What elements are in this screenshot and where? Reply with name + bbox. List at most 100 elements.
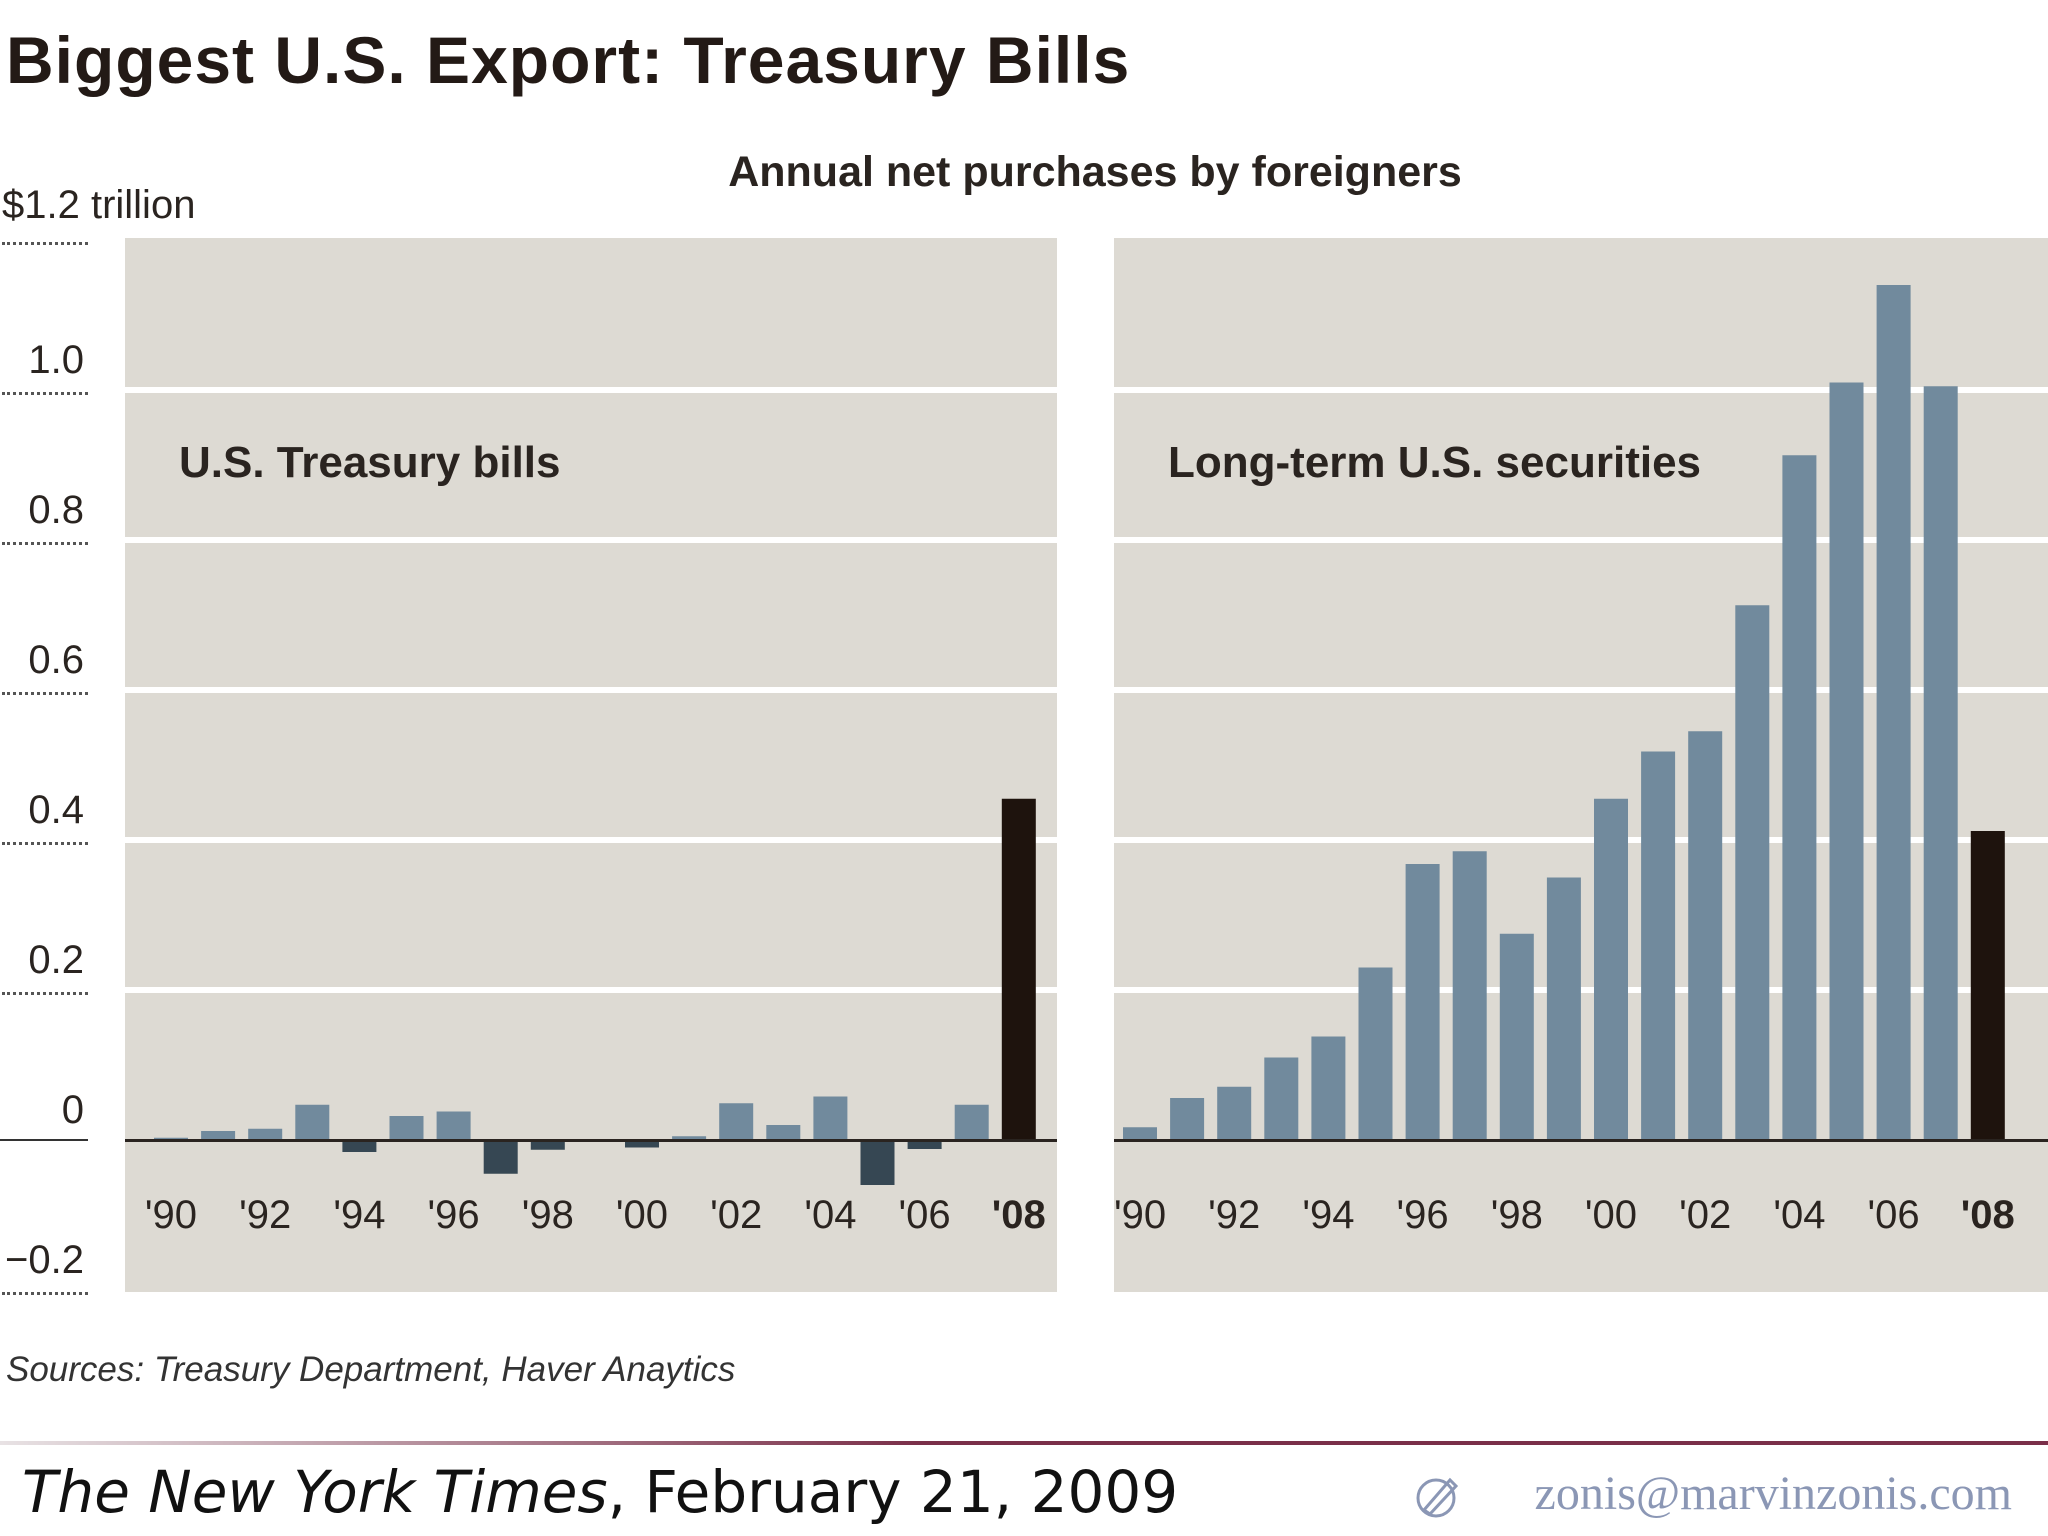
bar-1998 bbox=[530, 1140, 565, 1150]
y-axis-unit-label: $1.2 trillion bbox=[2, 183, 196, 227]
bar-1993 bbox=[1264, 1057, 1299, 1140]
bar-1999 bbox=[1546, 877, 1581, 1140]
gridline bbox=[125, 537, 1057, 543]
bar-2005 bbox=[1829, 382, 1864, 1140]
x-tick-label: '90 bbox=[1114, 1193, 1166, 1237]
y-tick-marker bbox=[2, 242, 88, 245]
bar-2005 bbox=[860, 1140, 895, 1185]
gridline bbox=[125, 687, 1057, 693]
x-tick-label: '96 bbox=[428, 1193, 480, 1237]
bar-1995 bbox=[389, 1116, 424, 1140]
bar-2001 bbox=[1641, 751, 1676, 1140]
bar-2004 bbox=[813, 1096, 848, 1140]
chart-subtitle: Annual net purchases by foreigners bbox=[728, 148, 1462, 196]
x-tick-label: '04 bbox=[1773, 1193, 1825, 1237]
bar-2006 bbox=[1876, 285, 1911, 1140]
y-tick-marker bbox=[2, 1292, 88, 1295]
bar-2008 bbox=[1001, 798, 1036, 1140]
y-tick-label: 0.8 bbox=[28, 488, 84, 532]
bar-1994 bbox=[1311, 1036, 1346, 1140]
bar-2000 bbox=[625, 1140, 659, 1148]
y-tick-marker bbox=[2, 392, 88, 395]
bar-1996 bbox=[436, 1111, 471, 1140]
gridline bbox=[1114, 837, 2048, 843]
y-tick-marker bbox=[2, 692, 88, 695]
x-tick-label: '92 bbox=[239, 1193, 291, 1237]
x-tick-label: '04 bbox=[804, 1193, 856, 1237]
gridline bbox=[1114, 687, 2048, 693]
bar-2002 bbox=[719, 1103, 754, 1140]
email-link[interactable]: zonis@marvinzonis.com bbox=[1534, 1467, 2012, 1520]
gridline bbox=[125, 837, 1057, 843]
panel-label-long-term-securities: Long-term U.S. securities bbox=[1168, 438, 1702, 487]
panel-treasury-bills: '90 '92 '94 '96 '98 '00 '02 '04 '06 '08 U.S. Trea… bbox=[125, 238, 1057, 1292]
gridline bbox=[1114, 987, 2048, 993]
bar-2002 bbox=[1688, 731, 1723, 1140]
panel-long-term-securities: '90 '92 '94 '96 '98 '00 '02 '04 '06 '08 Long-term… bbox=[1114, 238, 2048, 1292]
bar-1997 bbox=[483, 1140, 518, 1174]
bar-2008 bbox=[1970, 831, 2005, 1140]
bar-2006 bbox=[907, 1140, 942, 1149]
bar-1990 bbox=[154, 1137, 188, 1140]
x-tick-label: '00 bbox=[1585, 1193, 1637, 1237]
bar-2000 bbox=[1594, 798, 1628, 1140]
x-tick-label: '08 bbox=[1961, 1193, 2015, 1237]
x-tick-label: '94 bbox=[333, 1193, 385, 1237]
bar-2001 bbox=[672, 1136, 707, 1140]
x-tick-label: '94 bbox=[1302, 1193, 1354, 1237]
x-tick-label: '06 bbox=[1868, 1193, 1920, 1237]
treasury-bills-plot: '90 '92 '94 '96 '98 '00 '02 '04 '06 '08 bbox=[125, 387, 1057, 1237]
y-tick-label: 0.6 bbox=[28, 638, 84, 682]
bar-2004 bbox=[1782, 455, 1817, 1140]
gridline bbox=[125, 387, 1057, 393]
long-term-securities-plot: '90 '92 '94 '96 '98 '00 '02 '04 '06 '08 bbox=[1114, 285, 2048, 1237]
footer-rule bbox=[0, 1441, 2048, 1445]
credit-line: The New York Times, February 21, 2009 bbox=[22, 1458, 1178, 1526]
gridline bbox=[1114, 387, 2048, 393]
y-tick-label: 1.0 bbox=[28, 338, 84, 382]
x-tick-label: '90 bbox=[145, 1193, 197, 1237]
pen-icon bbox=[1416, 1477, 1459, 1518]
publication-date: , February 21, 2009 bbox=[607, 1458, 1179, 1526]
sources-note: Sources: Treasury Department, Haver Anay… bbox=[6, 1350, 736, 1389]
bar-1992 bbox=[1217, 1086, 1252, 1140]
x-tick-label: '08 bbox=[992, 1193, 1046, 1237]
bar-2007 bbox=[1923, 386, 1958, 1140]
y-tick-marker bbox=[2, 542, 88, 545]
bar-1994 bbox=[342, 1140, 377, 1152]
zero-baseline bbox=[1114, 1139, 2048, 1142]
x-tick-label: '02 bbox=[1679, 1193, 1731, 1237]
panel-label-treasury-bills: U.S. Treasury bills bbox=[179, 438, 561, 487]
publication-name: The New York Times bbox=[22, 1458, 608, 1526]
y-tick-marker bbox=[2, 992, 88, 995]
x-tick-label: '06 bbox=[899, 1193, 951, 1237]
bar-2003 bbox=[766, 1125, 801, 1140]
y-tick-label: −0.2 bbox=[5, 1238, 84, 1282]
x-tick-label: '98 bbox=[1491, 1193, 1543, 1237]
bar-1996 bbox=[1405, 864, 1440, 1140]
bar-1991 bbox=[1170, 1098, 1205, 1140]
y-tick-label: 0 bbox=[61, 1088, 84, 1132]
chart-title: Biggest U.S. Export: Treasury Bills bbox=[6, 23, 1131, 97]
x-tick-label: '02 bbox=[710, 1193, 762, 1237]
bar-2003 bbox=[1735, 605, 1770, 1140]
bar-2007 bbox=[954, 1104, 989, 1140]
x-tick-label: '00 bbox=[616, 1193, 668, 1237]
x-tick-label: '96 bbox=[1397, 1193, 1449, 1237]
bar-1991 bbox=[201, 1131, 236, 1140]
zero-baseline bbox=[125, 1139, 1057, 1142]
gridline bbox=[125, 987, 1057, 993]
bar-1992 bbox=[248, 1128, 283, 1140]
bar-1993 bbox=[295, 1104, 330, 1140]
bar-1995 bbox=[1358, 967, 1393, 1140]
bar-1990 bbox=[1123, 1127, 1157, 1140]
y-tick-label: 0.2 bbox=[28, 938, 84, 982]
bar-1998 bbox=[1499, 933, 1534, 1140]
bar-1997 bbox=[1452, 851, 1487, 1140]
x-tick-label: '92 bbox=[1208, 1193, 1260, 1237]
gridline bbox=[1114, 537, 2048, 543]
y-tick-label: 0.4 bbox=[28, 788, 84, 832]
y-tick-marker bbox=[2, 842, 88, 845]
zero-axis-stub bbox=[0, 1139, 88, 1141]
x-tick-label: '98 bbox=[522, 1193, 574, 1237]
